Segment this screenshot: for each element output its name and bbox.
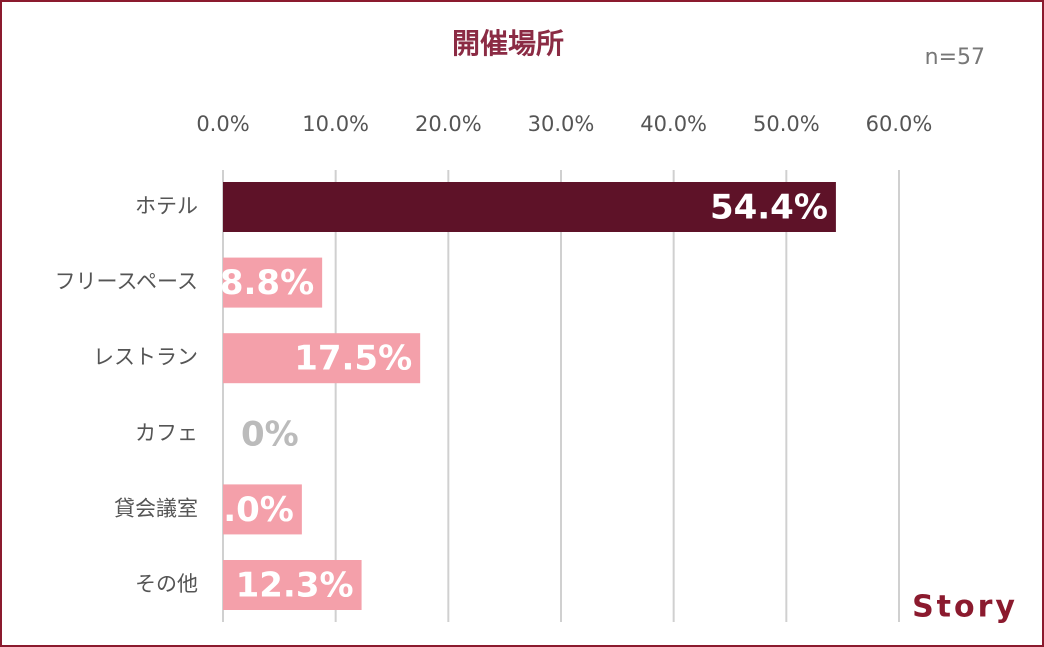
sample-size: n=57 xyxy=(925,45,985,70)
bar xyxy=(223,484,302,535)
y-tick-label: ホテル xyxy=(135,194,198,218)
y-tick-label: その他 xyxy=(135,572,198,596)
value-label: 54.4% xyxy=(710,188,828,228)
x-tick-label: 10.0% xyxy=(302,112,369,136)
bar xyxy=(223,257,323,308)
chart-title: 開催場所 xyxy=(452,27,564,60)
y-tick-label: レストラン xyxy=(93,345,198,369)
value-label: 7.0% xyxy=(200,490,294,530)
x-tick-label: 0.0% xyxy=(196,112,249,136)
x-tick-label: 30.0% xyxy=(528,112,595,136)
x-tick-label: 40.0% xyxy=(640,112,707,136)
y-tick-label: フリースペース xyxy=(55,270,198,294)
brand: Story xyxy=(912,590,1018,625)
y-tick-label: カフェ xyxy=(135,421,198,445)
value-label: 0% xyxy=(241,414,299,454)
x-tick-label: 50.0% xyxy=(753,112,820,136)
value-label: 12.3% xyxy=(236,566,354,606)
x-tick-label: 60.0% xyxy=(866,112,933,136)
bar xyxy=(223,560,362,610)
value-label: 17.5% xyxy=(294,339,412,379)
x-tick-label: 20.0% xyxy=(415,112,482,136)
bar xyxy=(223,182,836,232)
y-tick-label: 貸会議室 xyxy=(114,496,198,520)
value-label: 8.8% xyxy=(220,263,314,303)
bar xyxy=(223,333,421,384)
